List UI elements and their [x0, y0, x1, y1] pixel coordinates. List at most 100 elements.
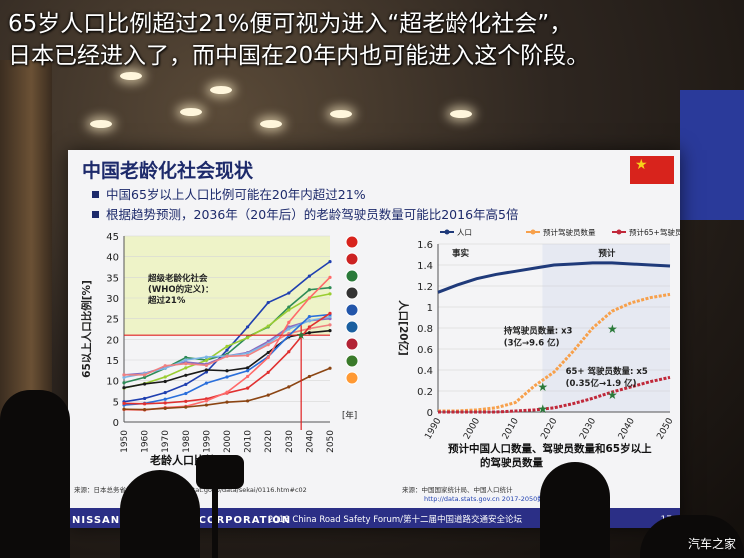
data-point	[266, 343, 270, 347]
data-point	[163, 391, 167, 395]
data-point	[328, 329, 332, 333]
data-point	[307, 288, 311, 292]
data-point	[143, 402, 147, 406]
y-tick-label: 25	[106, 315, 119, 326]
data-point	[287, 305, 291, 309]
x-tick-label: 1960	[141, 430, 151, 453]
senior-driver-annotation: (0.35亿→1.9 亿)	[566, 378, 637, 389]
y-tick-label: 35	[106, 273, 119, 284]
y-tick-label: 1	[427, 303, 433, 314]
y-tick-label: 45	[106, 232, 119, 243]
senior-driver-annotation: 65+ 驾驶员数量: x5	[566, 366, 648, 377]
source-right-2: http://data.stats.gov.cn 2017-2050数据为预测	[424, 495, 570, 503]
slide-bullet: 中国65岁以上人口比例可能在20年内超过21%	[92, 184, 366, 203]
driver-growth-annotation: 持驾驶员数量: x3	[504, 325, 573, 336]
data-point	[122, 407, 126, 411]
data-point	[122, 373, 126, 377]
x-tick-label: 2040	[617, 416, 637, 441]
data-point	[266, 350, 270, 355]
audience-silhouette	[540, 462, 610, 558]
data-point	[204, 368, 208, 372]
data-point	[266, 393, 270, 397]
y-tick-label: 20	[106, 335, 119, 346]
forecast-label: 预计	[598, 248, 616, 259]
data-point	[266, 300, 270, 305]
tripod-silhouette	[212, 489, 218, 558]
series-line	[438, 375, 671, 414]
y-tick-label: 15	[106, 356, 119, 367]
legend-label: 人口	[457, 228, 472, 237]
data-point	[287, 350, 291, 354]
country-flag-icon	[345, 320, 359, 334]
highlight-star-icon: ★	[607, 388, 618, 402]
highlight-star-icon: ★	[537, 402, 548, 416]
x-axis-label: 预计中国人口数量、驾驶员数量和65岁以上	[448, 442, 652, 455]
data-point	[328, 292, 332, 296]
data-point	[246, 399, 250, 403]
data-point	[225, 400, 229, 404]
data-point	[328, 286, 332, 290]
data-point	[184, 358, 188, 362]
data-point	[246, 336, 250, 340]
data-point	[328, 366, 332, 370]
data-point	[225, 390, 229, 394]
camera-silhouette	[196, 455, 244, 489]
blue-wall-panel	[680, 90, 744, 220]
data-point	[122, 375, 126, 379]
slide-title: 中国老龄化社会现状	[82, 160, 254, 182]
data-point	[163, 375, 167, 379]
data-point	[246, 366, 250, 370]
source-right-1: 来源：中国国家统计局、中国人口统计	[402, 486, 513, 494]
y-tick-label: 1.2	[417, 282, 433, 293]
data-point	[307, 374, 311, 379]
y-tick-label: 1.4	[417, 261, 433, 272]
presentation-slide: 中国老龄化社会现状 ★ 中国65岁以上人口比例可能在20年内超过21% 根据趋势…	[68, 150, 680, 528]
watermark: 汽车之家	[687, 537, 736, 551]
y-tick-label: 0.6	[417, 345, 433, 356]
china-flag-icon: ★	[630, 156, 674, 184]
country-flag-icon	[345, 286, 359, 300]
data-point	[246, 386, 250, 390]
country-flag-icon	[345, 371, 359, 385]
crossing-star-icon: ★	[296, 329, 306, 342]
slide-footer	[68, 508, 680, 528]
data-point	[204, 399, 208, 403]
data-point	[266, 355, 270, 360]
data-point	[184, 355, 188, 360]
data-point	[184, 405, 188, 409]
country-flag-icon	[345, 269, 359, 283]
data-point	[204, 381, 208, 385]
data-point	[246, 369, 250, 373]
actual-label: 事实	[452, 248, 470, 259]
x-tick-label: 1970	[161, 430, 171, 453]
data-point	[328, 311, 332, 315]
x-tick-label: 2010	[501, 416, 521, 441]
data-point	[225, 354, 229, 358]
data-point	[225, 348, 229, 352]
y-tick-label: 0.4	[417, 366, 433, 377]
right-chart: 0 0.2 0.4 0.6 0.8 1 1.2 1.4 1.6 1990 2000 2010 2020 2…	[397, 227, 680, 469]
y-tick-label: 0	[113, 418, 119, 429]
data-point	[163, 397, 167, 401]
data-point	[143, 396, 147, 401]
data-point	[307, 331, 311, 335]
data-point	[163, 379, 167, 384]
data-point	[143, 373, 147, 377]
series-line	[437, 261, 671, 294]
x-tick-label: 2040	[305, 430, 315, 453]
data-point	[287, 291, 291, 295]
driver-growth-annotation: (3亿→9.6 亿)	[504, 337, 560, 348]
x-tick-label: 1990	[423, 416, 443, 441]
ceiling-light	[260, 120, 282, 128]
data-point	[163, 401, 167, 405]
data-point	[287, 308, 291, 312]
data-point	[122, 386, 126, 390]
x-tick-label: 1980	[182, 430, 192, 453]
data-point	[143, 408, 147, 412]
data-point	[328, 260, 332, 264]
data-point	[307, 315, 311, 319]
country-flag-icon	[345, 235, 359, 249]
x-tick-label: 2020	[539, 416, 559, 441]
threshold-annotation: 超过21%	[147, 295, 186, 306]
